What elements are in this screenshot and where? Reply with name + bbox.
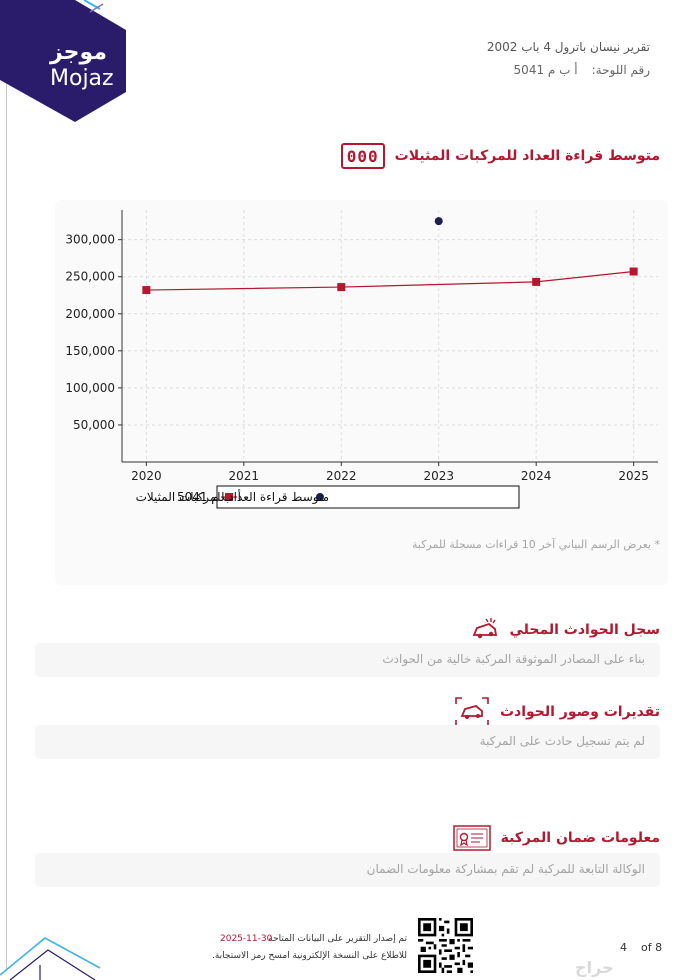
warranty-title: معلومات ضمان المركبة: [500, 830, 660, 846]
data-point-square: [629, 267, 638, 276]
plate-label: رقم اللوحة:: [591, 63, 650, 77]
page-current: 4: [620, 941, 627, 954]
data-point-square: [337, 283, 346, 292]
footer-issued-text: تم إصدار التقرير على البيانات المتاحة: [268, 934, 407, 944]
legend-label: متوسط قراءة العداد للمركبات المثيلات: [136, 490, 329, 505]
y-tick-label: 100,000: [65, 381, 115, 395]
local-accidents-title: سجل الحوادث المحلي: [509, 622, 661, 638]
page-footer: تم إصدار التقرير على البيانات المتاحة 20…: [0, 915, 700, 980]
footer-scan-text: للاطلاع على النسخة الإلكترونية امسح رمز …: [212, 951, 407, 961]
odometer-section-header: 000 متوسط قراءة العداد للمركبات المثيلات: [340, 143, 660, 169]
x-tick-label: 2024: [521, 469, 552, 483]
certificate-icon: [452, 825, 491, 851]
odometer-chart-card: 50,000 100,000 150,000 200,000 250,000 300,00…: [55, 200, 668, 585]
watermark: حراج: [575, 958, 614, 977]
local-accidents-text: بناء على المصادر الموثوقة المركبة خالية …: [382, 652, 645, 666]
accident-photos-header: تقديرات وصور الحوادث: [454, 696, 660, 728]
x-tick-label: 2020: [131, 469, 162, 483]
plate-row: رقم اللوحة: أ ب م 5041: [514, 63, 650, 77]
chart-footnote: * يعرض الرسم البياني آخر 10 قراءات مسجلة…: [412, 538, 660, 551]
page-number: 4 of 8: [620, 941, 662, 954]
legend-label: أ ب م 5041: [177, 489, 241, 504]
logo-text-english: Mojaz: [50, 66, 114, 91]
x-tick-label: 2023: [423, 469, 454, 483]
warranty-text: الوكالة التابعة للمركبة لم تقم بمشاركة م…: [366, 862, 645, 876]
data-point-square: [142, 286, 151, 295]
accident-photos-box: لم يتم تسجيل حادث على المركبة: [35, 725, 660, 759]
mojaz-logo: موجز Mojaz: [0, 0, 130, 122]
odometer-section-title: متوسط قراءة العداد للمركبات المثيلات: [394, 148, 660, 164]
local-accidents-box: بناء على المصادر الموثوقة المركبة خالية …: [35, 643, 660, 677]
accident-photos-text: لم يتم تسجيل حادث على المركبة: [479, 734, 645, 748]
logo-text-arabic: موجز: [50, 40, 107, 65]
y-tick-label: 150,000: [65, 344, 115, 358]
data-point-circle: [434, 217, 443, 226]
y-tick-label: 250,000: [65, 270, 115, 284]
legend-marker-circle: [316, 493, 324, 501]
page-border-line: [6, 70, 7, 970]
y-tick-label: 50,000: [73, 418, 115, 432]
report-title: تقرير نيسان باترول 4 باب 2002: [486, 40, 650, 54]
car-crash-icon: [470, 615, 500, 645]
x-tick-label: 2025: [618, 469, 649, 483]
accident-photos-title: تقديرات وصور الحوادث: [499, 704, 660, 720]
y-tick-label: 300,000: [65, 233, 115, 247]
x-tick-label: 2022: [326, 469, 357, 483]
legend-marker-square: [225, 493, 233, 501]
qr-code-icon[interactable]: [418, 918, 473, 973]
footer-date: 2025-11-30: [220, 934, 273, 944]
y-tick-label: 200,000: [65, 307, 115, 321]
chart-legend: [216, 485, 520, 509]
odometer-icon: 000: [340, 143, 385, 169]
x-tick-label: 2021: [229, 469, 260, 483]
page-total: of 8: [641, 941, 663, 954]
local-accidents-header: سجل الحوادث المحلي: [470, 615, 661, 645]
damaged-car-icon: [454, 696, 490, 728]
plate-value: أ ب م 5041: [513, 63, 578, 77]
data-point-square: [532, 277, 541, 286]
corner-decoration: [0, 937, 101, 980]
warranty-box: الوكالة التابعة للمركبة لم تقم بمشاركة م…: [35, 853, 660, 887]
warranty-header: معلومات ضمان المركبة: [452, 825, 660, 851]
series-line: [146, 270, 634, 291]
odometer-chart: 50,000 100,000 150,000 200,000 250,000 300,00…: [65, 210, 658, 509]
